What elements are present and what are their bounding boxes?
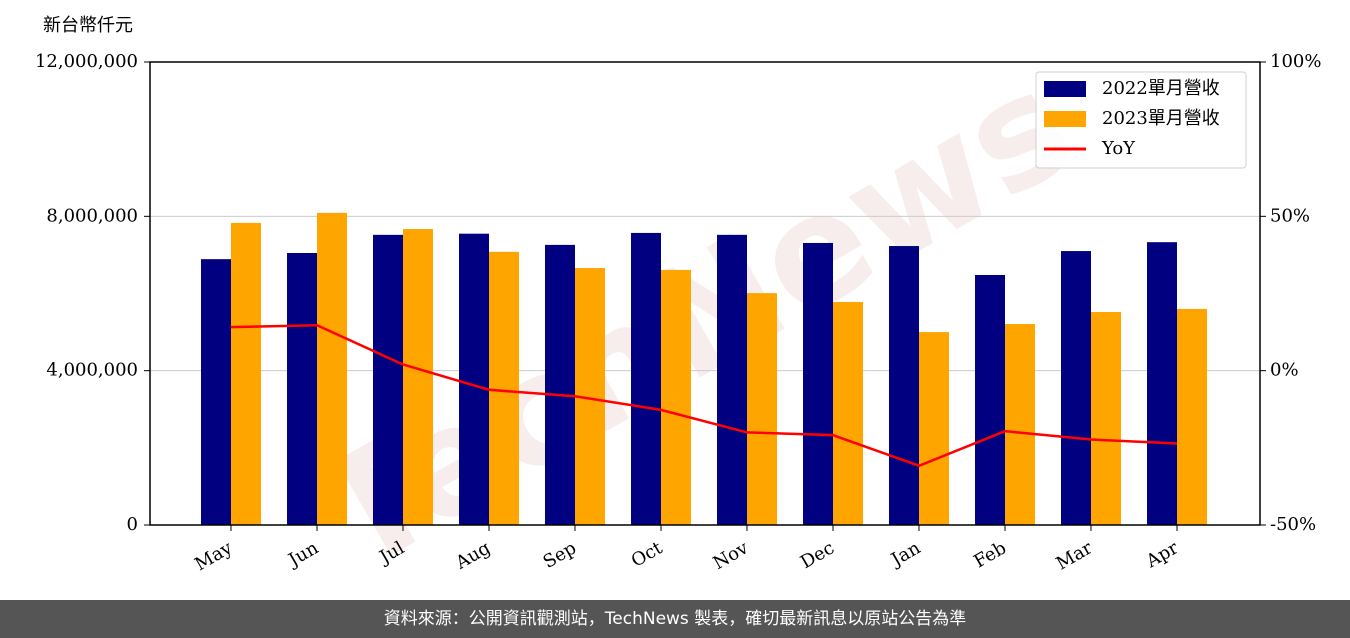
bar <box>317 212 347 525</box>
x-tick-label: Jun <box>283 537 322 572</box>
bar <box>717 234 747 525</box>
bar <box>403 229 433 525</box>
y-tick-label: 0 <box>127 514 138 535</box>
x-tick-label: Apr <box>1142 537 1182 572</box>
y2-tick-label: 50% <box>1270 205 1310 226</box>
bar <box>1061 251 1091 525</box>
bar <box>1147 242 1177 525</box>
bar <box>287 252 317 526</box>
bar <box>889 246 919 526</box>
x-tick-label: Jan <box>886 537 924 571</box>
legend-swatch <box>1044 81 1086 97</box>
x-tick-label: Feb <box>970 537 1010 572</box>
x-tick-label: May <box>191 537 236 575</box>
y2-tick-label: 0% <box>1270 360 1299 381</box>
bar <box>1005 323 1035 525</box>
bar <box>201 259 231 525</box>
y-tick-label: 12,000,000 <box>35 51 138 72</box>
bar <box>489 251 519 525</box>
x-tick-label: Dec <box>797 537 838 573</box>
bar <box>631 232 661 525</box>
bar <box>803 242 833 526</box>
x-tick-label: Oct <box>628 537 667 572</box>
legend-box <box>1035 71 1247 169</box>
bar <box>1177 308 1207 525</box>
bar <box>919 332 949 525</box>
bar <box>545 244 575 525</box>
y-tick-label: 4,000,000 <box>46 360 138 381</box>
x-tick-label: Nov <box>710 537 753 574</box>
legend-label: 2023單月營收 <box>1102 108 1220 129</box>
footer: 資料來源：公開資訊觀測站，TechNews 製表，確切最新訊息以原站公告為準 <box>0 600 1350 638</box>
legend-swatch <box>1044 111 1086 127</box>
bar <box>661 269 691 525</box>
chart: 新台幣仟元 TechNews 04,000,0008,000,00012,000… <box>35 15 1322 605</box>
bar <box>1091 312 1121 525</box>
legend-label: 2022單月營收 <box>1102 78 1220 99</box>
plot-frame <box>149 61 1261 526</box>
bar <box>747 293 777 525</box>
x-tick-label: Mar <box>1053 537 1097 574</box>
y-tick-label: 8,000,000 <box>46 205 138 226</box>
x-tick-label: Sep <box>540 537 580 572</box>
y-axis-label: 新台幣仟元 <box>43 15 133 36</box>
legend-label: YoY <box>1101 138 1136 159</box>
y2-tick-label: -50% <box>1270 514 1316 535</box>
yoy-line <box>230 324 1178 468</box>
bar <box>231 222 261 525</box>
y2-tick-label: 100% <box>1270 51 1321 72</box>
bar <box>373 234 403 525</box>
bar <box>975 274 1005 525</box>
bar <box>833 301 863 525</box>
bar <box>459 233 489 525</box>
